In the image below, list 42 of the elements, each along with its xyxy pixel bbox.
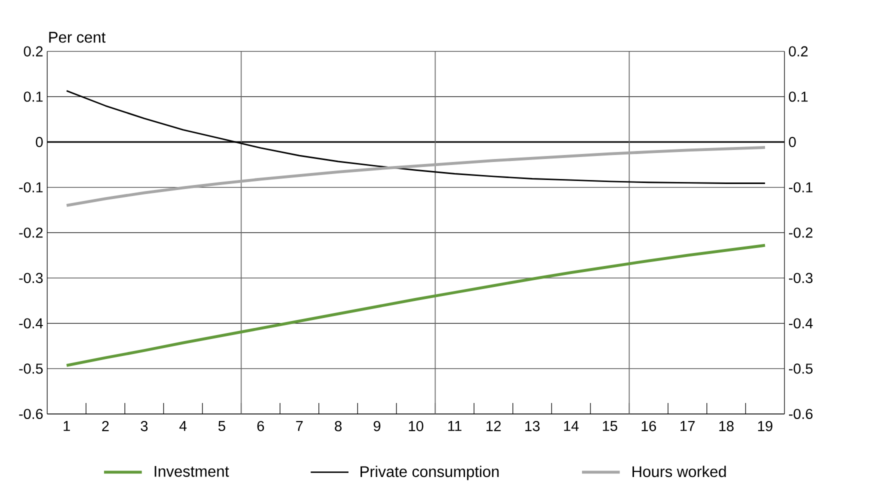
y2-tick-label: -0.6 bbox=[789, 409, 813, 420]
legend-label: Private consumption bbox=[360, 466, 499, 480]
y-tick-label: -0.5 bbox=[19, 364, 43, 374]
y2-tick-label: -0.1 bbox=[789, 182, 812, 193]
legend-label: Investment bbox=[154, 466, 229, 478]
y-tick-label: 0.1 bbox=[24, 92, 43, 102]
y2-tick-label: -0.3 bbox=[789, 273, 813, 284]
y2-tick-label: 0.2 bbox=[788, 46, 808, 57]
x-tick-label: 1 bbox=[64, 421, 70, 432]
x-tick-label: 8 bbox=[334, 421, 342, 432]
x-tick-label: 4 bbox=[179, 421, 187, 432]
x-tick-label: 10 bbox=[408, 421, 424, 432]
y-tick-label: 0.2 bbox=[24, 46, 43, 57]
x-tick-label: 18 bbox=[719, 421, 734, 432]
y2-tick-label: -0.4 bbox=[789, 318, 813, 329]
x-tick-label: 13 bbox=[525, 421, 540, 432]
x-tick-label: 3 bbox=[140, 421, 148, 432]
y-tick-label: -0.3 bbox=[19, 273, 43, 284]
y2-tick-label: -0.2 bbox=[789, 228, 812, 238]
x-tick-label: 7 bbox=[296, 421, 303, 432]
y-tick-label: -0.4 bbox=[19, 318, 43, 329]
y-tick-label: -0.2 bbox=[19, 228, 43, 238]
y-tick-label: 0 bbox=[36, 137, 43, 148]
x-tick-label: 6 bbox=[257, 421, 264, 432]
x-tick-label: 15 bbox=[602, 421, 618, 432]
y-tick-label: -0.1 bbox=[19, 182, 43, 193]
x-tick-label: 5 bbox=[218, 421, 226, 432]
x-tick-label: 9 bbox=[374, 421, 380, 432]
x-tick-label: 12 bbox=[486, 421, 501, 432]
x-tick-label: 11 bbox=[448, 421, 462, 432]
x-tick-label: 14 bbox=[564, 421, 579, 432]
x-tick-label: 16 bbox=[642, 421, 656, 432]
y2-tick-label: -0.5 bbox=[789, 364, 813, 374]
line-series bbox=[65, 146, 766, 208]
x-tick-label: 2 bbox=[102, 421, 109, 432]
y2-tick-label: 0 bbox=[788, 137, 796, 148]
x-tick-label: 17 bbox=[680, 421, 695, 432]
legend-label: Hours worked bbox=[632, 466, 726, 478]
y-axis-title: Per cent bbox=[49, 32, 106, 43]
x-tick-label: 19 bbox=[758, 421, 772, 432]
y-tick-label: -0.6 bbox=[19, 409, 43, 420]
y2-tick-label: 0.1 bbox=[788, 92, 808, 102]
